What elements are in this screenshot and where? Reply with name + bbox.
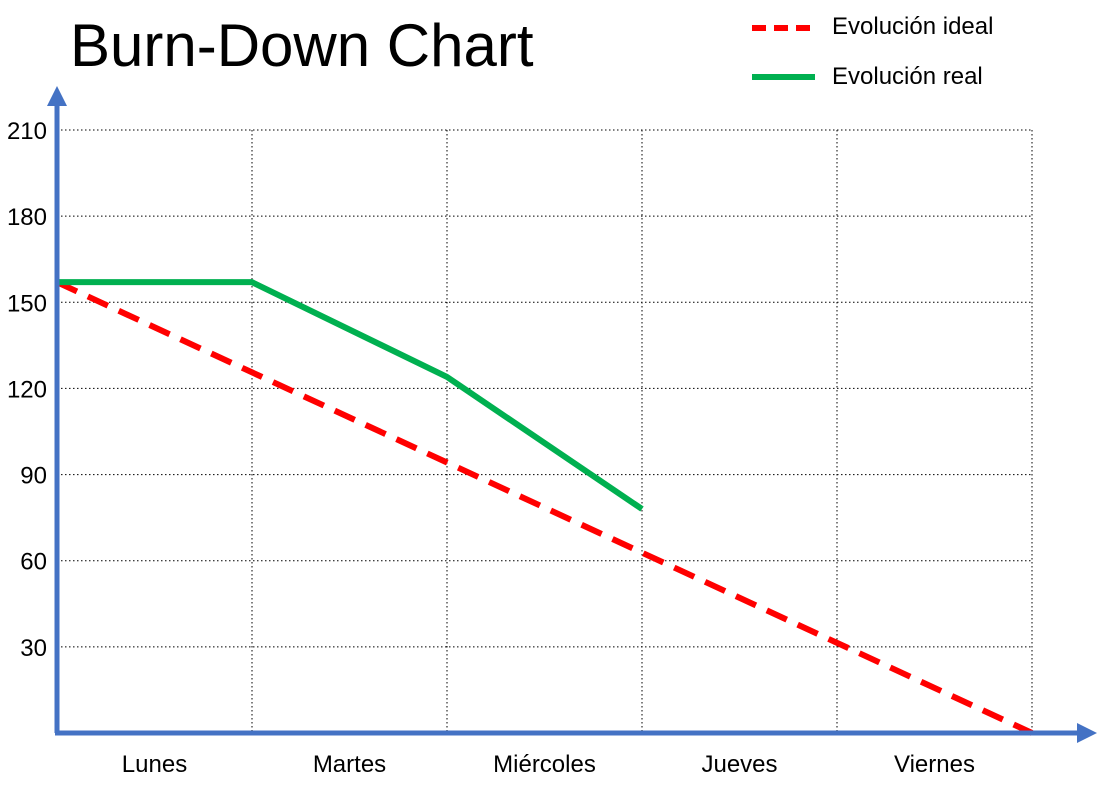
series-line-ideal	[55, 279, 1034, 736]
y-tick-label: 210	[7, 118, 47, 145]
y-tick-label: 90	[20, 463, 47, 490]
x-axis-arrow-icon	[1077, 723, 1097, 743]
y-tick-label: 60	[20, 549, 47, 576]
y-tick-label: 150	[7, 290, 47, 317]
legend-label-ideal: Evolución ideal	[832, 13, 993, 40]
y-tick-label: 120	[7, 376, 47, 403]
y-tick-label: 30	[20, 635, 47, 662]
chart-title: Burn-Down Chart	[70, 12, 534, 79]
series-group	[55, 279, 1034, 736]
y-axis-arrow-icon	[47, 86, 67, 106]
y-tick-label: 180	[7, 204, 47, 231]
x-tick-label: Lunes	[122, 751, 187, 778]
legend-label-real: Evolución real	[832, 63, 983, 90]
series-line-real	[57, 279, 644, 512]
x-tick-label: Viernes	[894, 751, 975, 778]
tick-labels: 30 60 90 120 150 180 210 Lunes Martes Miércoles Ju…	[7, 118, 975, 778]
grid	[57, 129, 1033, 733]
axes	[47, 86, 1097, 743]
legend: Evolución ideal Evolución real	[752, 13, 993, 90]
x-tick-label: Jueves	[701, 751, 777, 778]
x-tick-label: Martes	[313, 751, 386, 778]
x-tick-label: Miércoles	[493, 751, 596, 778]
